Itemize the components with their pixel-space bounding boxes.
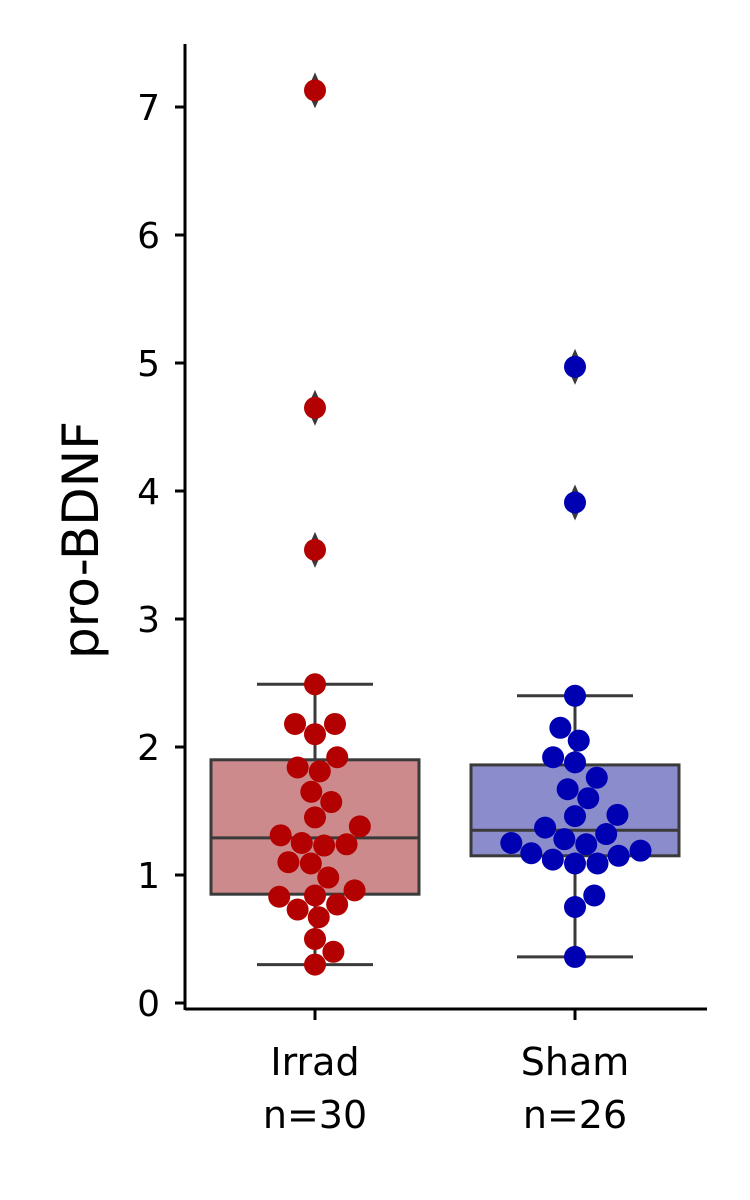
data-point — [500, 832, 523, 854]
data-point — [304, 723, 326, 746]
data-point — [284, 712, 307, 735]
data-point — [556, 778, 579, 801]
x-categories: Irrad n=30 Sham n=26 — [263, 1009, 629, 1137]
y-tick-label: 1 — [137, 856, 160, 897]
data-point — [304, 928, 326, 950]
data-point — [564, 491, 586, 514]
axes — [183, 44, 707, 1011]
data-point — [553, 828, 576, 851]
data-point — [320, 791, 343, 814]
data-point — [326, 746, 349, 769]
y-tick-label: 4 — [137, 472, 160, 513]
data-point — [304, 953, 326, 976]
data-point — [577, 787, 600, 810]
plot-area — [209, 72, 681, 976]
data-point — [286, 898, 309, 921]
data-point — [564, 805, 586, 828]
x-n-label: n=26 — [523, 1093, 627, 1137]
data-point — [335, 833, 358, 856]
data-point — [534, 816, 557, 839]
data-point — [520, 842, 543, 865]
data-point — [542, 746, 565, 769]
data-point — [323, 712, 346, 735]
y-tick-label: 0 — [137, 984, 160, 1025]
x-n-label: n=30 — [263, 1093, 367, 1137]
data-point — [304, 79, 326, 102]
data-point — [268, 885, 291, 908]
group-sham — [469, 348, 681, 968]
data-point — [585, 766, 608, 789]
y-axis-title: pro-BDNF — [52, 421, 110, 659]
y-tick-label: 5 — [137, 344, 160, 385]
data-point — [299, 852, 322, 875]
data-point — [308, 760, 331, 783]
data-point — [541, 848, 564, 871]
data-point — [343, 879, 366, 902]
data-point — [595, 823, 618, 846]
data-point — [269, 824, 292, 847]
y-tick-label: 6 — [137, 216, 160, 257]
data-point — [629, 839, 652, 862]
data-point — [607, 844, 630, 867]
data-point — [307, 906, 330, 929]
data-point — [304, 396, 326, 419]
data-point — [313, 834, 336, 857]
y-tick-label: 3 — [137, 600, 160, 641]
data-point — [317, 866, 340, 889]
data-point — [564, 852, 586, 875]
data-point — [322, 940, 345, 963]
data-point — [326, 893, 349, 916]
group-irrad — [209, 72, 421, 976]
data-point — [586, 852, 609, 875]
data-point — [549, 716, 572, 739]
data-point — [575, 833, 598, 856]
data-point — [304, 538, 326, 561]
data-point — [304, 884, 326, 907]
data-point — [564, 945, 586, 968]
data-point — [304, 806, 326, 829]
data-point — [286, 756, 309, 779]
data-point — [567, 729, 590, 752]
y-ticks: 0 1 2 3 4 5 6 7 — [137, 88, 185, 1025]
data-point — [300, 780, 323, 803]
data-point — [348, 815, 371, 838]
data-point — [564, 896, 586, 918]
y-tick-label: 2 — [137, 728, 160, 769]
data-point — [606, 803, 629, 826]
data-point — [564, 684, 586, 707]
x-tick-label: Sham — [521, 1040, 630, 1084]
data-point — [564, 355, 586, 378]
data-point — [583, 884, 606, 907]
data-point — [564, 751, 586, 774]
x-tick-label: Irrad — [270, 1040, 359, 1084]
y-tick-label: 7 — [137, 88, 160, 129]
data-point — [277, 851, 300, 874]
data-point — [290, 832, 313, 854]
data-point — [304, 673, 326, 696]
